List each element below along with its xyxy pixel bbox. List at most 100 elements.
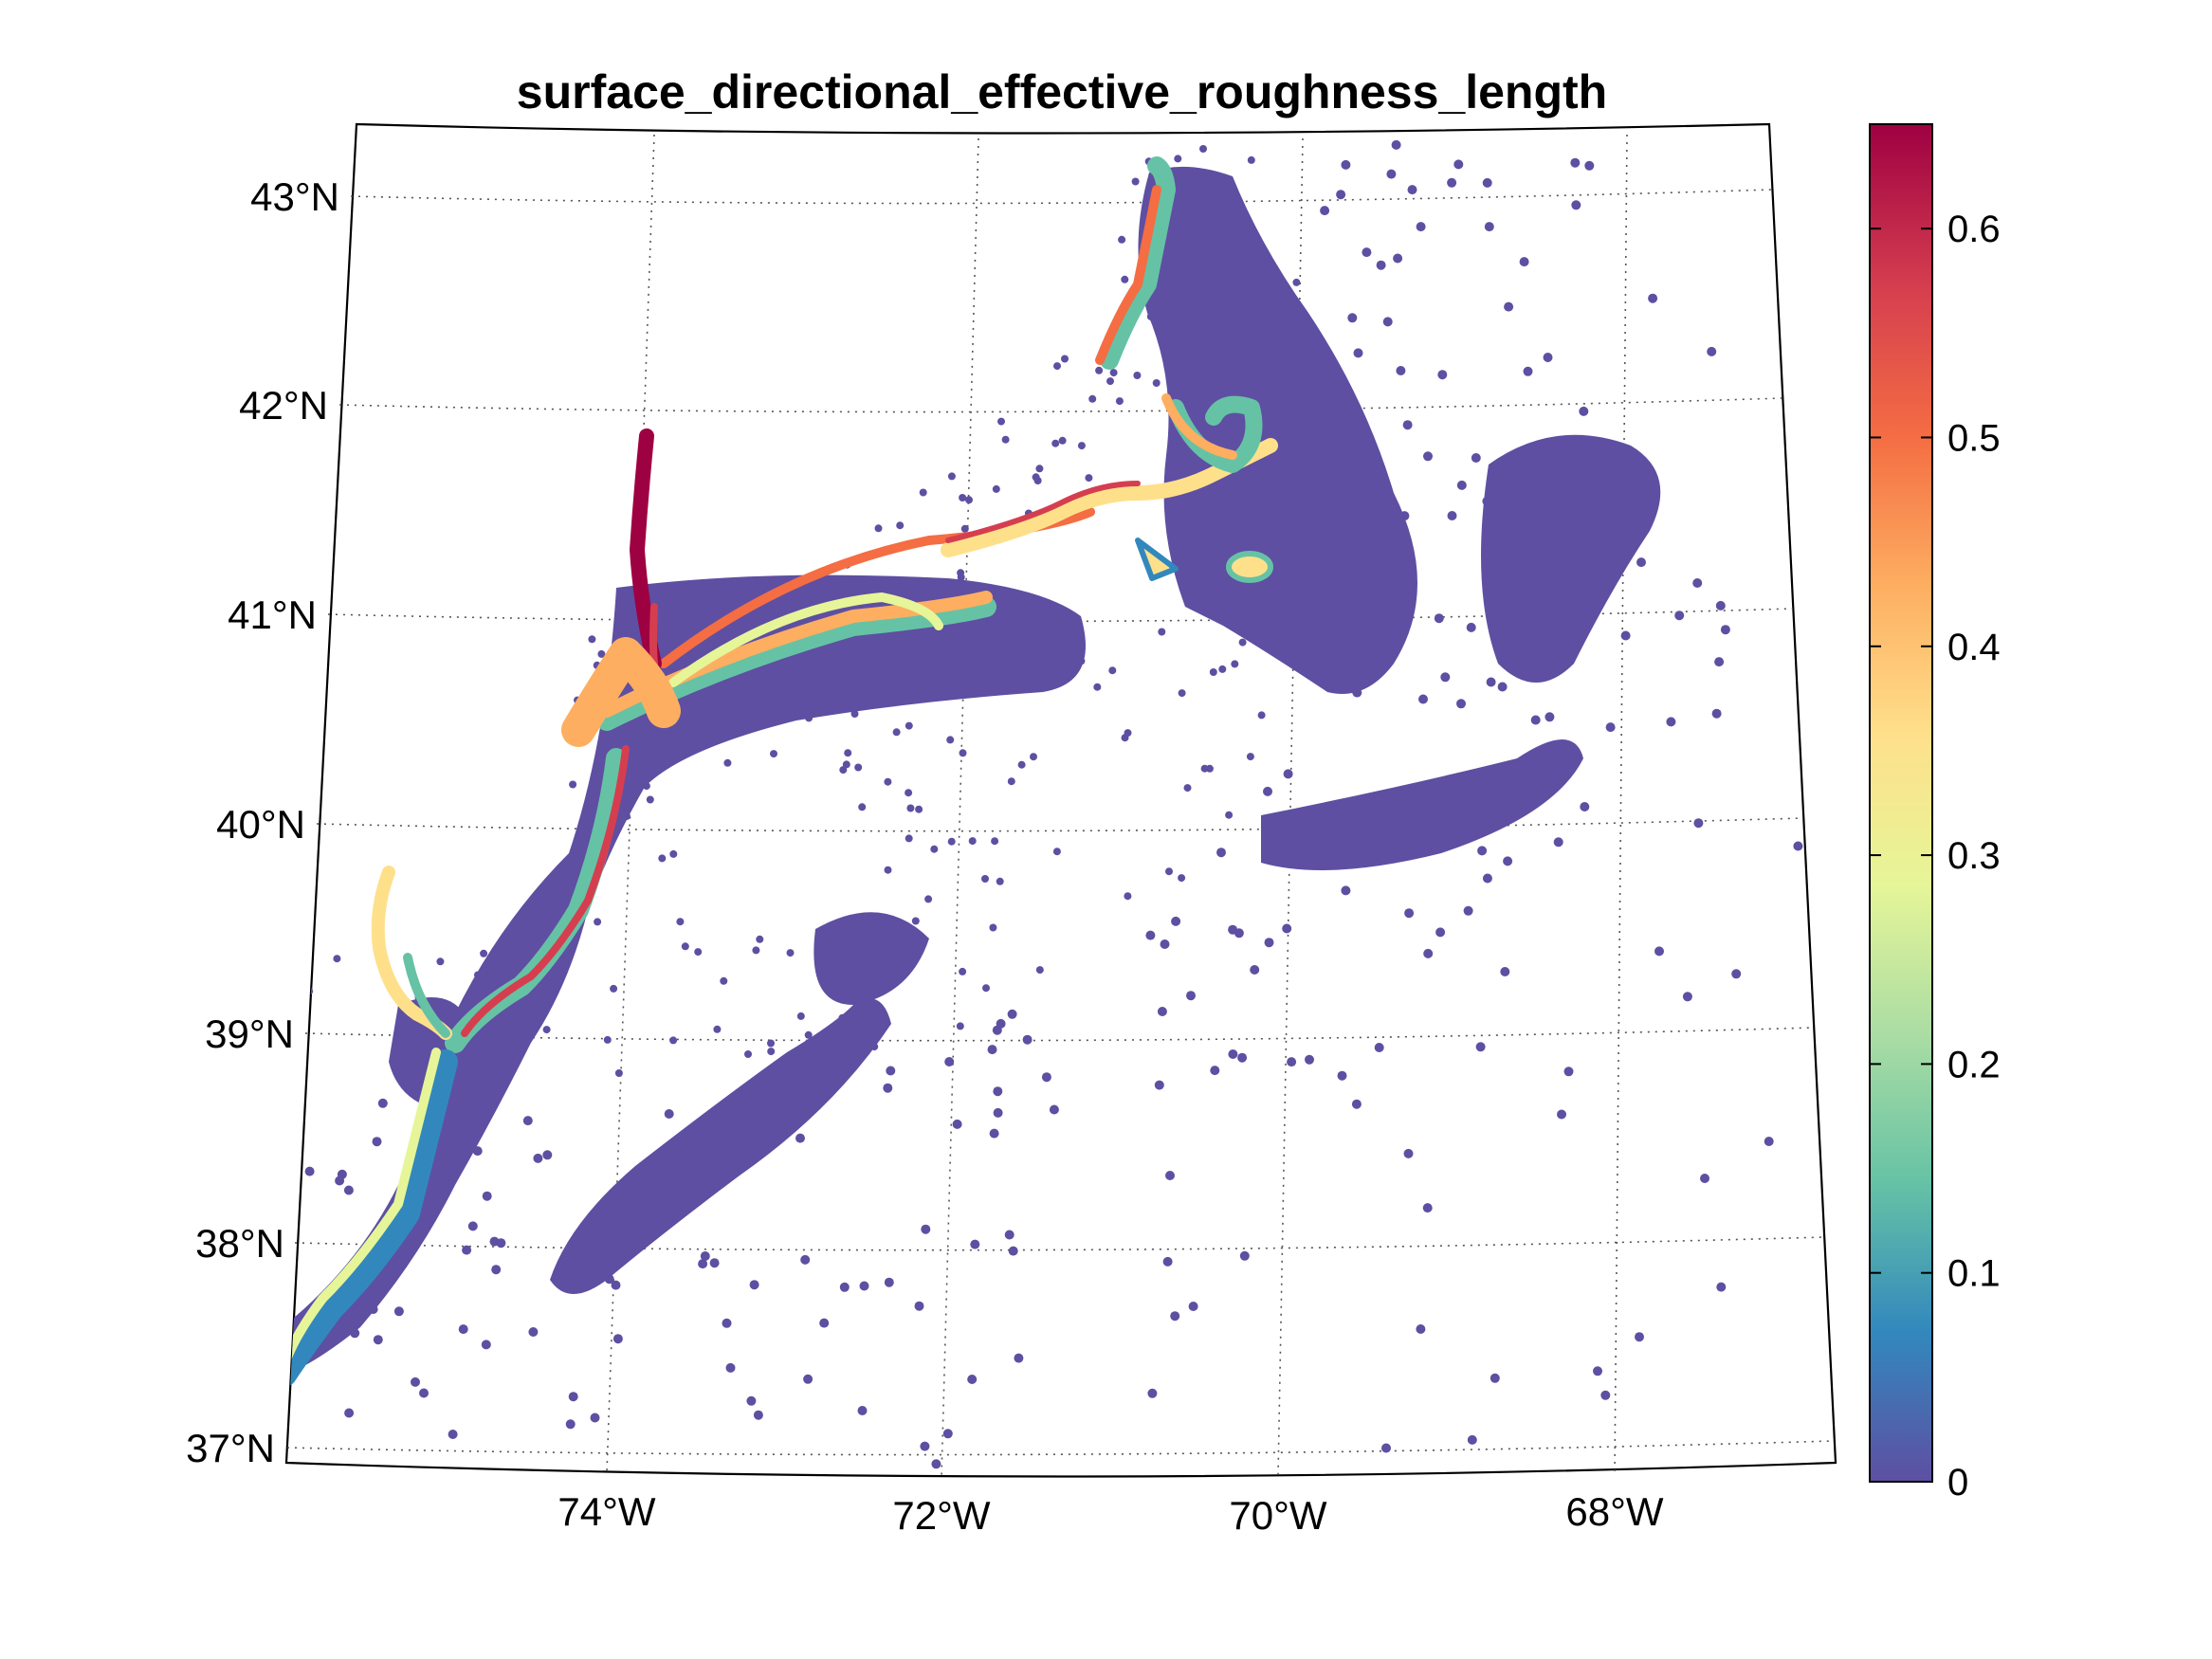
mesh-node-dot (1620, 630, 1631, 641)
mesh-node-dot (1475, 1042, 1486, 1052)
mesh-node-dot (1162, 1256, 1173, 1267)
mesh-node-dot (709, 1258, 720, 1268)
mesh-node-dot (947, 837, 956, 846)
mesh-node-dot (304, 1166, 315, 1176)
y-tick-label: 37°N (186, 1426, 275, 1470)
colorbar-tick-label: 0.3 (1947, 835, 2001, 877)
mesh-node-dot (1341, 885, 1351, 896)
mesh-node-dot (377, 1098, 388, 1108)
mesh-node-dot (1707, 346, 1717, 356)
mesh-node-dot (850, 710, 859, 718)
mesh-node-dot (1041, 1072, 1051, 1083)
mesh-node-dot (960, 524, 969, 533)
mesh-node-dot (1519, 257, 1529, 267)
mesh-node-dot (1453, 159, 1464, 170)
gridline-lon-72 (941, 137, 979, 1477)
mesh-node-dot (991, 837, 999, 846)
mesh-node-dot (1396, 366, 1406, 375)
mesh-node-dot (1793, 841, 1803, 851)
mesh-node-dot (746, 1395, 757, 1406)
mesh-node-dot (884, 777, 892, 786)
mesh-node-dot (522, 1116, 533, 1126)
map-frame (284, 122, 1837, 1478)
mesh-node-dot (1188, 1302, 1198, 1311)
mesh-node-dot (611, 1280, 621, 1290)
mesh-node-dot (1124, 729, 1132, 738)
mesh-node-dot (1382, 317, 1393, 327)
mesh-node-dot (915, 805, 923, 813)
gridline-lat-38 (294, 1236, 1825, 1251)
mesh-node-dot (982, 984, 990, 993)
mesh-node-dot (1463, 905, 1473, 916)
mesh-node-dot (1170, 1311, 1180, 1322)
mesh-node-dot (874, 524, 883, 533)
mesh-node-dot (987, 1045, 997, 1055)
mesh-node-dot (1178, 874, 1186, 883)
mesh-node-dot (467, 1221, 478, 1231)
mesh-node-dot (981, 875, 989, 883)
mesh-node-dot (698, 1259, 708, 1269)
mesh-node-dot (767, 1048, 776, 1056)
mesh-node-dot (1715, 600, 1726, 611)
mesh-node-dot (1205, 764, 1214, 773)
mesh-node-dot (1716, 1282, 1727, 1292)
mesh-node-dot (612, 1334, 623, 1344)
mesh-node-dot (700, 1251, 710, 1261)
mesh-node-dot (597, 649, 606, 658)
hudson-river (630, 428, 662, 671)
mesh-node-dot (290, 1137, 301, 1147)
mesh-node-dot (1085, 474, 1093, 483)
mesh-node-dot (857, 1406, 868, 1415)
mesh-node-dot (911, 917, 920, 925)
coast-delmarva (286, 1049, 458, 1387)
mesh-node-dot (1030, 753, 1037, 761)
mesh-node-dot (1320, 206, 1330, 216)
mesh-node-dot (1165, 1171, 1175, 1180)
mesh-node-dot (1051, 439, 1060, 447)
mesh-node-dot (905, 721, 913, 730)
colorbar: 0 0.1 0.2 0.3 0.4 0.5 0.6 (1869, 123, 2001, 1504)
mesh-node-dot (1186, 991, 1196, 1001)
mesh-node-dot (1731, 969, 1742, 979)
mesh-node-dot (970, 1239, 980, 1249)
mesh-node-dot (1764, 1137, 1774, 1146)
mesh-node-dot (646, 795, 654, 804)
mesh-node-dot (1239, 1250, 1250, 1261)
mesh-gulf-of-maine (1138, 166, 1417, 694)
mesh-node-dot (1287, 1057, 1297, 1067)
mesh-node-dot (1264, 938, 1274, 948)
mesh-node-dot (1500, 967, 1510, 976)
gridline-lat-43 (350, 189, 1773, 205)
mesh-node-dot (1014, 1353, 1024, 1363)
mesh-node-dot (744, 1050, 752, 1058)
mesh-node-dot (1004, 1230, 1015, 1240)
mesh-node-dot (1434, 613, 1444, 624)
mesh-node-dot (1422, 1203, 1433, 1213)
mesh-node-dot (892, 728, 901, 737)
mesh-node-dot (289, 1147, 299, 1158)
colorbar-ticks: 0 0.1 0.2 0.3 0.4 0.5 0.6 (1870, 209, 2001, 1504)
mesh-node-dot (1700, 1174, 1709, 1183)
mesh-node-dot (1210, 1066, 1220, 1076)
mesh-node-dot (924, 895, 933, 903)
mesh-node-dot (959, 749, 967, 757)
mesh-node-dot (854, 763, 863, 772)
mesh-node-dot (858, 803, 867, 811)
colorbar-tick-label: 0.6 (1947, 209, 2001, 250)
mesh-node-dot (372, 1137, 382, 1147)
coastal-band (286, 156, 1278, 1387)
mesh-node-dot (588, 635, 596, 644)
mesh-node-dot (1386, 169, 1397, 179)
mesh-node-dot (1523, 366, 1533, 376)
coast-ny-harbor (561, 637, 681, 747)
mesh-hudson-canyon (814, 912, 929, 1005)
mesh-node-dot (1007, 777, 1015, 786)
mesh-node-dot (462, 1245, 472, 1255)
mesh-node-dot (1305, 1054, 1314, 1065)
mesh-node-dot (1456, 480, 1467, 490)
mesh-node-dot (800, 1254, 811, 1265)
mesh-node-dot (1374, 1043, 1384, 1052)
mesh-node-dot (1160, 939, 1170, 949)
mesh-node-dot (568, 1392, 578, 1402)
mesh-node-dot (753, 1410, 763, 1420)
